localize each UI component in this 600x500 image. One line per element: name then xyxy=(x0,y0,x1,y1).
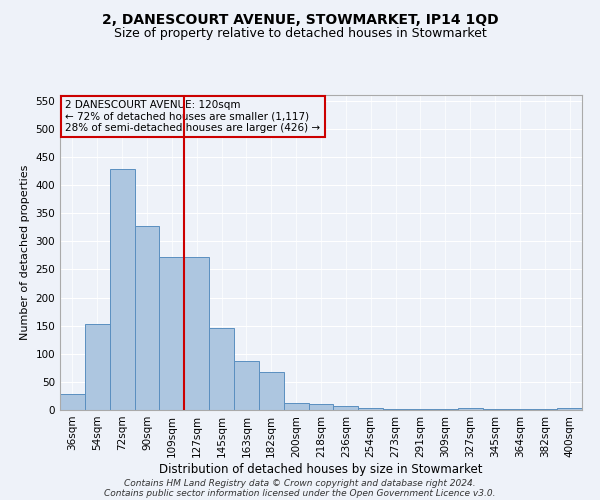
Bar xyxy=(134,226,160,410)
Bar xyxy=(259,372,284,410)
Bar xyxy=(85,324,110,410)
X-axis label: Distribution of detached houses by size in Stowmarket: Distribution of detached houses by size … xyxy=(159,462,483,475)
Bar xyxy=(458,408,482,410)
Bar xyxy=(557,408,582,410)
Text: Contains public sector information licensed under the Open Government Licence v3: Contains public sector information licen… xyxy=(104,488,496,498)
Bar xyxy=(358,408,383,410)
Bar xyxy=(308,404,334,410)
Bar xyxy=(284,402,308,410)
Bar xyxy=(334,406,358,410)
Bar xyxy=(383,409,408,410)
Text: 2 DANESCOURT AVENUE: 120sqm
← 72% of detached houses are smaller (1,117)
28% of : 2 DANESCOURT AVENUE: 120sqm ← 72% of det… xyxy=(65,100,320,133)
Y-axis label: Number of detached properties: Number of detached properties xyxy=(20,165,30,340)
Bar xyxy=(234,361,259,410)
Bar xyxy=(60,394,85,410)
Text: Contains HM Land Registry data © Crown copyright and database right 2024.: Contains HM Land Registry data © Crown c… xyxy=(124,478,476,488)
Bar xyxy=(209,328,234,410)
Bar xyxy=(110,169,134,410)
Text: 2, DANESCOURT AVENUE, STOWMARKET, IP14 1QD: 2, DANESCOURT AVENUE, STOWMARKET, IP14 1… xyxy=(101,12,499,26)
Text: Size of property relative to detached houses in Stowmarket: Size of property relative to detached ho… xyxy=(113,28,487,40)
Bar xyxy=(184,257,209,410)
Bar xyxy=(160,257,184,410)
